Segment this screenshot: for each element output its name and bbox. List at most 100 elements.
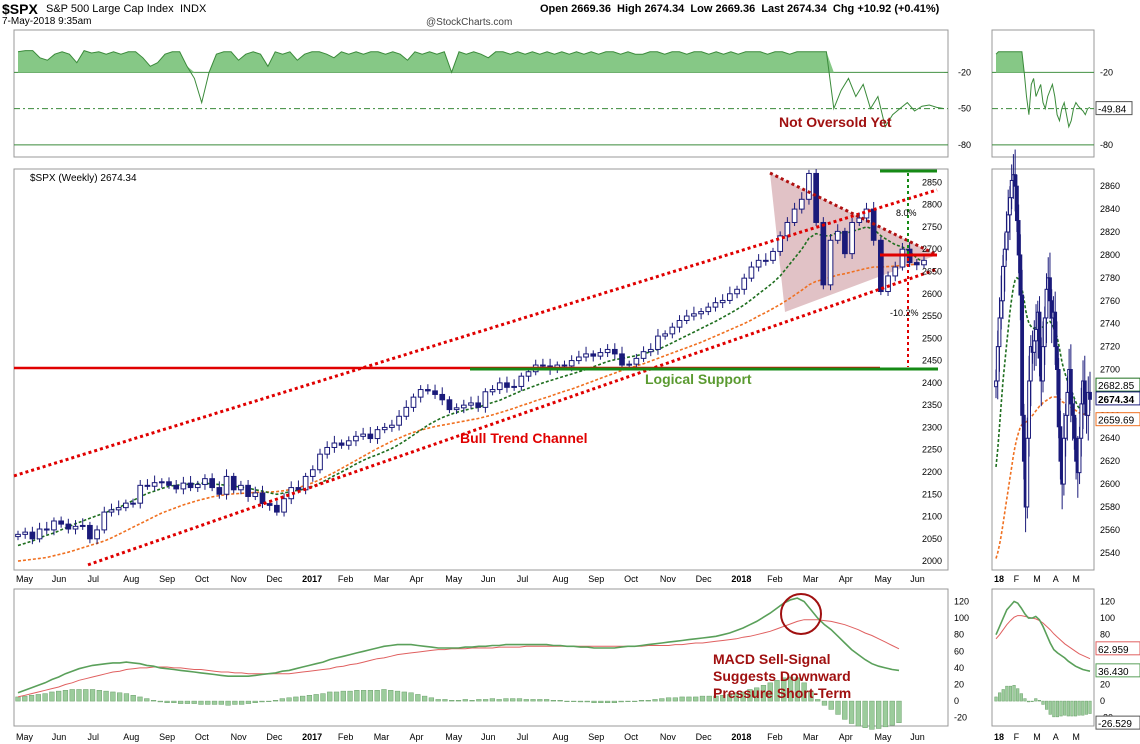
dprice-tick-2740: 2740	[1100, 319, 1120, 329]
weekly-candle-body	[317, 453, 323, 471]
daily-ma-long	[995, 396, 1090, 559]
wmacd-xlabel-12: May	[445, 732, 463, 742]
wmacd-histogram-bar	[754, 687, 760, 702]
dmacd-tick-80: 80	[1100, 630, 1110, 640]
wmacd-xlabel-24: May	[874, 732, 892, 742]
weekly-candle-body	[676, 319, 683, 328]
wmacd-histogram-bar	[62, 690, 69, 702]
triangle-resistance-line	[769, 171, 938, 257]
weekly-candle-body	[741, 277, 748, 290]
daily-candle-body	[1027, 380, 1031, 439]
wmacd-xlabel-4: Sep	[159, 732, 175, 742]
weekly-candle-body	[173, 484, 180, 490]
weekly-candle-body	[324, 446, 331, 455]
weekly-candle-body	[568, 360, 575, 367]
wmacd-histogram-bar	[394, 690, 401, 702]
wprice-xlabel-14: Jul	[517, 574, 529, 584]
wmacd-tick-120: 120	[954, 596, 969, 606]
wmacd-histogram-bar	[442, 699, 448, 702]
weekly-candle-body	[791, 208, 798, 223]
wmacd-histogram-bar	[530, 699, 536, 702]
wmacd-histogram-bar	[604, 700, 611, 704]
dmacd-histogram-bar	[1070, 700, 1074, 717]
ticker-symbol: $SPX	[2, 1, 38, 17]
wmacd-histogram-bar	[15, 696, 21, 702]
daily-candle-body	[1058, 426, 1063, 462]
daily-candle-body	[1004, 231, 1009, 250]
wmacd-histogram-bar	[740, 691, 746, 702]
downside-percent: -10.2%	[890, 308, 919, 318]
weekly-frame-0	[13, 29, 949, 158]
daily-candle-body	[1074, 437, 1078, 462]
watermark: @StockCharts.com	[426, 17, 513, 28]
weekly-candle-body	[518, 375, 525, 387]
wmacd-histogram-bar	[659, 698, 665, 702]
daily-candle-body	[1042, 317, 1047, 348]
weekly-candle-body	[561, 364, 568, 367]
wmacd-histogram-bar	[35, 694, 41, 702]
dmacd-histogram-bar	[1019, 693, 1023, 702]
weekly-candle-body	[65, 523, 72, 530]
weekly-candle-body	[180, 482, 187, 490]
dmacd-xlabel-1: F	[1014, 732, 1020, 742]
wmacd-histogram-bar	[889, 700, 895, 726]
weekly-candle-body	[216, 487, 223, 495]
wosc-tick--20: -20	[958, 67, 971, 77]
wmacd-histogram-bar	[130, 695, 136, 702]
dosc-value-label: -49.84	[1098, 105, 1127, 116]
channel-lower-line	[87, 267, 938, 567]
wmacd-xlabel-25: Jun	[910, 732, 925, 742]
wmacd-histogram-bar	[787, 676, 794, 702]
wmacd-xlabel-13: Jun	[481, 732, 496, 742]
dprice-tick-2600: 2600	[1100, 479, 1120, 489]
weekly-candle-body	[647, 348, 654, 353]
wmacd-histogram-bar	[550, 700, 557, 702]
wmacd-histogram-bar	[191, 700, 197, 704]
dmacd-macd-line	[995, 600, 1091, 672]
wprice-tick-2150: 2150	[922, 489, 942, 499]
daily-candle-body	[999, 300, 1004, 319]
dprice-tick-2540: 2540	[1100, 548, 1120, 558]
weekly-candle-body	[734, 288, 740, 295]
weekly-candle-body	[151, 482, 158, 487]
wmacd-histogram-bar	[876, 700, 882, 729]
weekly-candle-body	[482, 391, 489, 408]
weekly-candle-body	[468, 402, 474, 406]
chart-header: $SPX S&P 500 Large Cap Index INDX 7-May-…	[0, 0, 1140, 30]
weekly-candle-body	[158, 481, 165, 484]
weekly-candle-body	[187, 482, 194, 489]
wmacd-xlabel-9: Feb	[338, 732, 354, 742]
wprice-xlabel-9: Feb	[338, 574, 354, 584]
weekly-candle-body	[223, 475, 230, 495]
wmacd-histogram-bar	[415, 694, 421, 702]
dmacd-histogram-bar	[1088, 700, 1092, 714]
wmacd-histogram-bar	[272, 700, 279, 702]
daily-candle-body	[1055, 346, 1059, 371]
weekly-candle-body	[590, 353, 597, 357]
dmacd-tick-0: 0	[1100, 696, 1105, 706]
weekly-candle-body	[238, 484, 244, 491]
wmacd-histogram-bar	[388, 690, 394, 702]
upside-percent: 8.0%	[896, 208, 917, 218]
wmacd-histogram-bar	[808, 690, 814, 702]
weekly-candle-body	[94, 529, 100, 540]
dprice-tick-2860: 2860	[1100, 181, 1120, 191]
wmacd-histogram-bar	[537, 699, 543, 702]
weekly-candle-body	[43, 528, 50, 531]
bull-channel-label: Bull Trend Channel	[460, 430, 588, 446]
daily-candle-body	[1088, 391, 1092, 400]
wprice-xlabel-3: Aug	[123, 574, 139, 584]
wmacd-histogram-bar	[320, 693, 326, 702]
dmacd-histogram-bar	[1081, 700, 1085, 716]
weekly-candle-body	[878, 239, 884, 293]
wmacd-histogram-bar	[354, 690, 360, 702]
dmacd-value-box-0	[1095, 641, 1140, 656]
wmacd-histogram-bar	[625, 700, 631, 702]
quote-line: Open 2669.36 High 2674.34 Low 2669.36 La…	[540, 3, 940, 15]
daily-candle-body	[1056, 369, 1061, 428]
wprice-xlabel-15: Aug	[553, 574, 569, 584]
weekly-candle-body	[281, 498, 287, 513]
wprice-tick-2850: 2850	[922, 177, 942, 187]
wosc-tick--50: -50	[958, 104, 971, 114]
wmacd-histogram-bar	[171, 700, 177, 704]
